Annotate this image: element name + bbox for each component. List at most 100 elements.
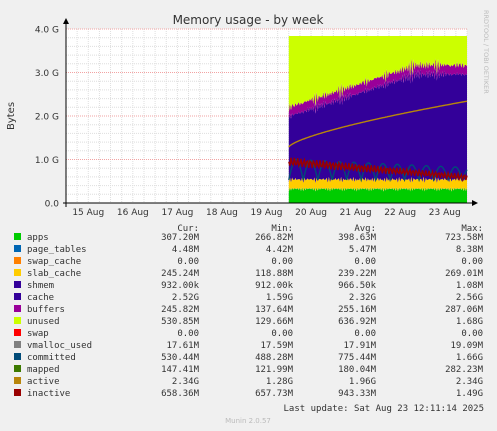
legend-cur-value: 932.00k — [161, 281, 200, 291]
legend-min-value: 118.88M — [255, 269, 294, 279]
legend-max-value: 0.00 — [461, 257, 483, 267]
legend-max-value: 269.01M — [445, 269, 484, 279]
legend-min-value: 0.00 — [271, 329, 293, 339]
legend-min-value: 488.28M — [255, 353, 294, 363]
legend-avg-value: 180.04M — [338, 365, 377, 375]
legend-min-value: 17.59M — [260, 341, 293, 351]
legend-cur-value: 2.52G — [172, 293, 199, 303]
legend-avg-value: 966.50k — [338, 281, 377, 291]
y-tick-label: 2.0 G — [35, 113, 59, 123]
legend-avg-value: 943.33M — [338, 389, 377, 399]
line-active — [288, 100, 468, 148]
legend-swatch-swap — [14, 329, 21, 336]
legend-name: unused — [27, 317, 60, 327]
legend-min-value: 912.00k — [255, 281, 294, 291]
legend-name: active — [27, 377, 60, 387]
legend-min-value: 4.42M — [266, 245, 294, 255]
area-buffers — [288, 58, 467, 119]
legend-avg-value: 2.32G — [349, 293, 376, 303]
legend-name: swap — [27, 329, 49, 339]
y-axis-label: Bytes — [6, 102, 17, 130]
legend-avg-value: 775.44M — [338, 353, 377, 363]
legend-avg-value: 0.00 — [354, 257, 376, 267]
legend-max-value: 19.09M — [450, 341, 483, 351]
y-tick-label: 0.0 — [45, 200, 60, 210]
legend-name: buffers — [27, 305, 65, 315]
legend-swatch-cache — [14, 293, 21, 300]
legend-swatch-swap-cache — [14, 257, 21, 264]
legend-swatch-active — [14, 377, 21, 384]
legend-min-value: 129.66M — [255, 317, 294, 327]
tick-label-layer: 0.0 1.0 G 2.0 G 3.0 G 4.0 G 15 Aug 16 Aug 17 Au… — [35, 26, 461, 219]
area-layer — [288, 36, 467, 203]
legend-max-value: 1.08M — [456, 281, 484, 291]
legend-cur-value: 530.85M — [161, 317, 200, 327]
legend-avg-value: 17.91M — [343, 341, 376, 351]
legend-swatch-apps — [14, 233, 21, 240]
x-tick-label: 22 Aug — [384, 208, 416, 218]
legend-min-value: 657.73M — [255, 389, 294, 399]
legend-max-value: 8.38M — [456, 245, 484, 255]
legend-avg-value: 398.63M — [338, 233, 377, 243]
legend-cur-value: 245.82M — [161, 305, 200, 315]
legend-min-value: 1.28G — [266, 377, 293, 387]
area-page-tables — [288, 187, 467, 192]
legend-header-avg: Avg: — [354, 224, 376, 234]
x-tick-label: 19 Aug — [251, 208, 283, 218]
area-apps — [288, 187, 467, 203]
legend-cur-value: 2.34G — [172, 377, 199, 387]
area-unused — [288, 36, 467, 113]
legend-cur-value: 17.61M — [166, 341, 199, 351]
y-tick-label: 4.0 G — [35, 26, 59, 36]
legend-avg-value: 1.96G — [349, 377, 376, 387]
legend-cur-value: 4.48M — [172, 245, 200, 255]
legend-max-value: 1.49G — [456, 389, 483, 399]
x-axis-arrow-icon — [472, 200, 478, 206]
line-committed — [288, 158, 468, 183]
legend-avg-value: 636.92M — [338, 317, 377, 327]
axis-layer — [63, 18, 478, 207]
legend-cur-value: 0.00 — [177, 257, 199, 267]
legend-swatch-slab-cache — [14, 269, 21, 276]
x-tick-label: 17 Aug — [161, 208, 193, 218]
y-axis-arrow-icon — [63, 18, 69, 24]
x-tick-label: 23 Aug — [429, 208, 461, 218]
x-tick-label: 21 Aug — [340, 208, 372, 218]
legend-name: page_tables — [27, 245, 87, 255]
legend-avg-value: 239.22M — [338, 269, 377, 279]
legend-swatch-unused — [14, 317, 21, 324]
legend-name: slab_cache — [27, 269, 81, 279]
x-tick-label: 15 Aug — [72, 208, 104, 218]
legend-max-value: 2.56G — [456, 293, 483, 303]
legend: Cur: Min: Avg: Max: apps 307.20M 266.82M 39… — [14, 224, 484, 399]
legend-max-value: 723.58M — [445, 233, 484, 243]
legend-name: swap_cache — [27, 257, 81, 267]
line-inactive — [288, 157, 468, 183]
legend-max-value: 1.66G — [456, 353, 483, 363]
area-slab-cache — [288, 176, 467, 192]
y-tick-label: 1.0 G — [35, 156, 59, 166]
legend-name: shmem — [27, 281, 54, 291]
legend-avg-value: 0.00 — [354, 329, 376, 339]
area-cache — [288, 68, 467, 184]
munin-version: Munin 2.0.57 — [225, 417, 271, 425]
legend-max-value: 2.34G — [456, 377, 483, 387]
legend-swatch-inactive — [14, 389, 21, 396]
legend-min-value: 1.59G — [266, 293, 293, 303]
chart-title: Memory usage - by week — [173, 13, 324, 27]
legend-min-value: 266.82M — [255, 233, 294, 243]
rrdtool-watermark: RRDTOOL / TOBI OETIKER — [482, 10, 490, 94]
legend-cur-value: 0.00 — [177, 329, 199, 339]
legend-swatch-vmalloc-used — [14, 341, 21, 348]
legend-name: mapped — [27, 365, 60, 375]
legend-swatch-page-tables — [14, 245, 21, 252]
legend-min-value: 137.64M — [255, 305, 294, 315]
legend-cur-value: 307.20M — [161, 233, 200, 243]
line-layer — [288, 100, 468, 183]
legend-header-cur: Cur: — [177, 224, 199, 234]
legend-avg-value: 255.16M — [338, 305, 377, 315]
x-tick-label: 16 Aug — [117, 208, 149, 218]
legend-max-value: 287.06M — [445, 305, 484, 315]
legend-name: vmalloc_used — [27, 341, 92, 351]
